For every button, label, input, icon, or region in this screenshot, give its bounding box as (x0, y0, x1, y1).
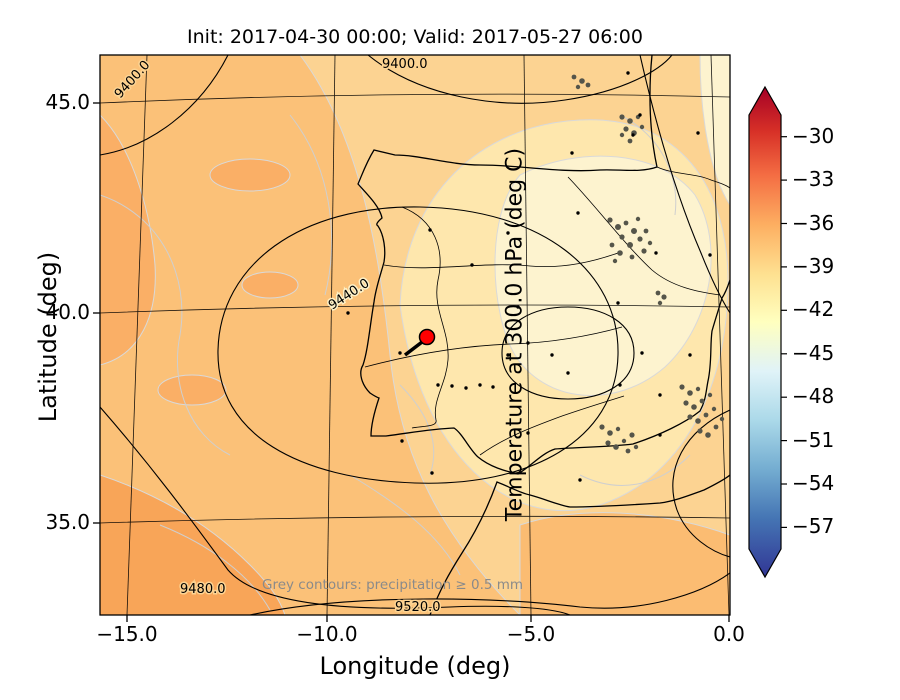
colorbar-tick-label: −36 (792, 211, 835, 235)
colorbar-ticks (781, 136, 787, 528)
station-dots (346, 71, 712, 482)
y-axis-label: Latitude (deg) (34, 251, 62, 423)
colorbar-tick-label: −39 (792, 254, 835, 278)
x-tick-label: −5.0 (506, 622, 556, 646)
y-tick-label: 40.0 (45, 300, 90, 324)
location-marker (403, 328, 436, 357)
contour-label-9400-b: 9400.0 (382, 57, 428, 72)
colorbar-tick-label: −57 (792, 514, 835, 538)
geopotential-contours (100, 55, 730, 615)
colorbar-tick-label: −42 (792, 297, 835, 321)
temperature-shading (100, 55, 730, 615)
map-layers: 9400.0 9400.0 9440.0 9480.0 9520.0 Grey … (100, 55, 730, 615)
colorbar-tick-label: −51 (792, 428, 835, 452)
axes-frame (93, 54, 731, 622)
x-tick-label: −15.0 (96, 622, 158, 646)
plot-title: Init: 2017-04-30 00:00; Valid: 2017-05-2… (187, 26, 643, 48)
borders-and-rivers (364, 166, 730, 456)
colorbar-label: Temperature at 300.0 hPa (deg C) (502, 147, 528, 522)
location-marker-dot (418, 328, 436, 346)
precipitation-annotation: Grey contours: precipitation ≥ 0.5 mm (262, 577, 523, 593)
map-plot-area: 9400.0 9400.0 9440.0 9480.0 9520.0 Grey … (93, 54, 731, 622)
contour-label-9480: 9480.0 (180, 582, 226, 597)
x-axis-label: Longitude (deg) (319, 652, 511, 680)
colorbar-tick-label: −33 (792, 167, 835, 191)
contour-label-9520: 9520.0 (395, 600, 441, 615)
y-tick-label: 35.0 (45, 510, 90, 534)
x-tick-label: 0.0 (713, 622, 745, 646)
x-tick-label: −10.0 (296, 622, 358, 646)
grey-contour-lines (100, 114, 691, 611)
colorbar-tick-label: −45 (792, 341, 835, 365)
axis-ticks (93, 102, 730, 622)
colorbar-tick-label: −30 (792, 124, 835, 148)
colorbar-tick-label: −54 (792, 471, 835, 495)
coastline (357, 55, 730, 615)
colorbar-bar (748, 85, 782, 579)
y-tick-label: 45.0 (45, 90, 90, 114)
colorbar-tick-label: −48 (792, 384, 835, 408)
precipitation-speckles (571, 74, 725, 454)
colorbar (748, 85, 787, 579)
